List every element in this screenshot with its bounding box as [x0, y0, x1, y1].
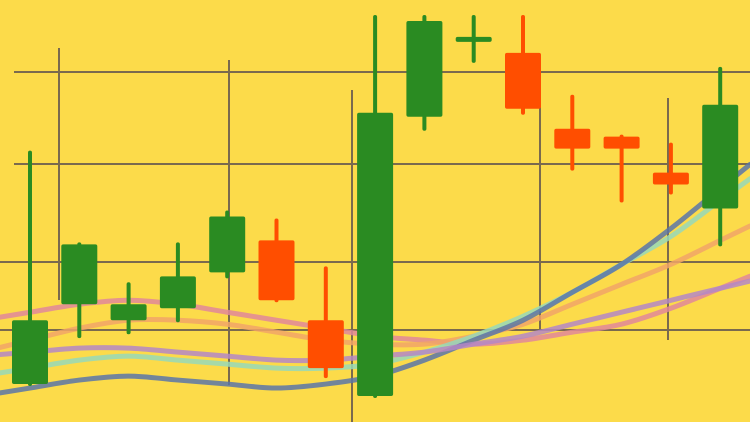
- candle-body: [61, 244, 98, 305]
- candle-body: [357, 112, 394, 397]
- candle-body: [554, 128, 591, 149]
- candle-down: [505, 14, 541, 115]
- candle-body: [455, 36, 492, 42]
- candle-down: [554, 94, 591, 171]
- candle-body: [110, 304, 147, 321]
- candle-body: [12, 320, 48, 385]
- candle-up: [12, 150, 48, 387]
- candle-body: [406, 20, 443, 117]
- candle-up: [61, 242, 98, 339]
- candle-body: [209, 216, 246, 273]
- candle-down: [258, 218, 295, 303]
- candle-up: [702, 66, 739, 247]
- candle-down: [307, 266, 344, 379]
- candle-up: [110, 282, 147, 335]
- candle-up: [357, 14, 394, 399]
- candle-body: [258, 240, 295, 301]
- candle-body: [603, 136, 640, 149]
- candle-body: [702, 104, 739, 209]
- candle-body: [505, 52, 541, 109]
- candle-body: [307, 320, 344, 369]
- candle-up: [209, 210, 246, 279]
- candle-up: [406, 14, 443, 131]
- candle-body: [652, 172, 689, 185]
- candle-up: [455, 14, 492, 63]
- candle-body: [159, 276, 196, 309]
- candle-down: [652, 142, 689, 195]
- candle-down: [603, 134, 640, 203]
- candle-layer: [12, 14, 739, 399]
- candle-up: [159, 242, 196, 323]
